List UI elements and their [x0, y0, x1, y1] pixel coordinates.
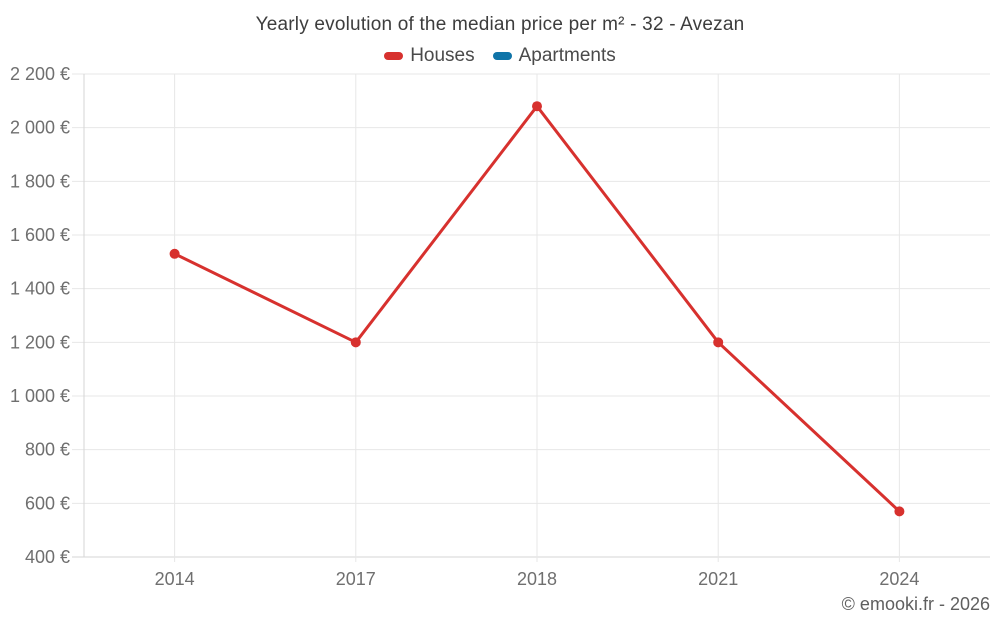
x-tick-label: 2018 [517, 569, 557, 589]
x-tick-label: 2014 [155, 569, 195, 589]
y-tick-label: 1 200 € [10, 332, 70, 352]
legend-item-houses[interactable]: Houses [384, 45, 475, 67]
y-tick-label: 600 € [25, 493, 70, 513]
houses-point [169, 248, 180, 259]
y-tick-label: 1 600 € [10, 225, 70, 245]
chart-legend: Houses Apartments [0, 45, 1000, 67]
copyright-note: © emooki.fr - 2026 [841, 594, 990, 614]
houses-point [713, 337, 724, 348]
chart-title: Yearly evolution of the median price per… [255, 14, 745, 35]
y-tick-label: 1 000 € [10, 386, 70, 406]
y-tick-label: 2 000 € [10, 118, 70, 138]
x-tick-label: 2021 [698, 569, 738, 589]
legend-swatch-icon [384, 52, 404, 60]
houses-point [350, 337, 361, 348]
y-tick-label: 800 € [25, 440, 70, 460]
x-tick-label: 2017 [336, 569, 376, 589]
legend-item-apartments[interactable]: Apartments [492, 45, 616, 67]
houses-point [532, 101, 542, 112]
legend-item-label: Houses [410, 45, 475, 66]
legend-swatch-icon [492, 52, 512, 60]
y-tick-label: 1 400 € [10, 279, 70, 299]
houses-point [894, 506, 905, 517]
y-tick-label: 400 € [25, 547, 70, 567]
x-tick-label: 2024 [879, 569, 919, 589]
y-tick-label: 2 200 € [10, 64, 70, 84]
legend-item-label: Apartments [518, 45, 616, 66]
y-tick-label: 1 800 € [10, 171, 70, 191]
